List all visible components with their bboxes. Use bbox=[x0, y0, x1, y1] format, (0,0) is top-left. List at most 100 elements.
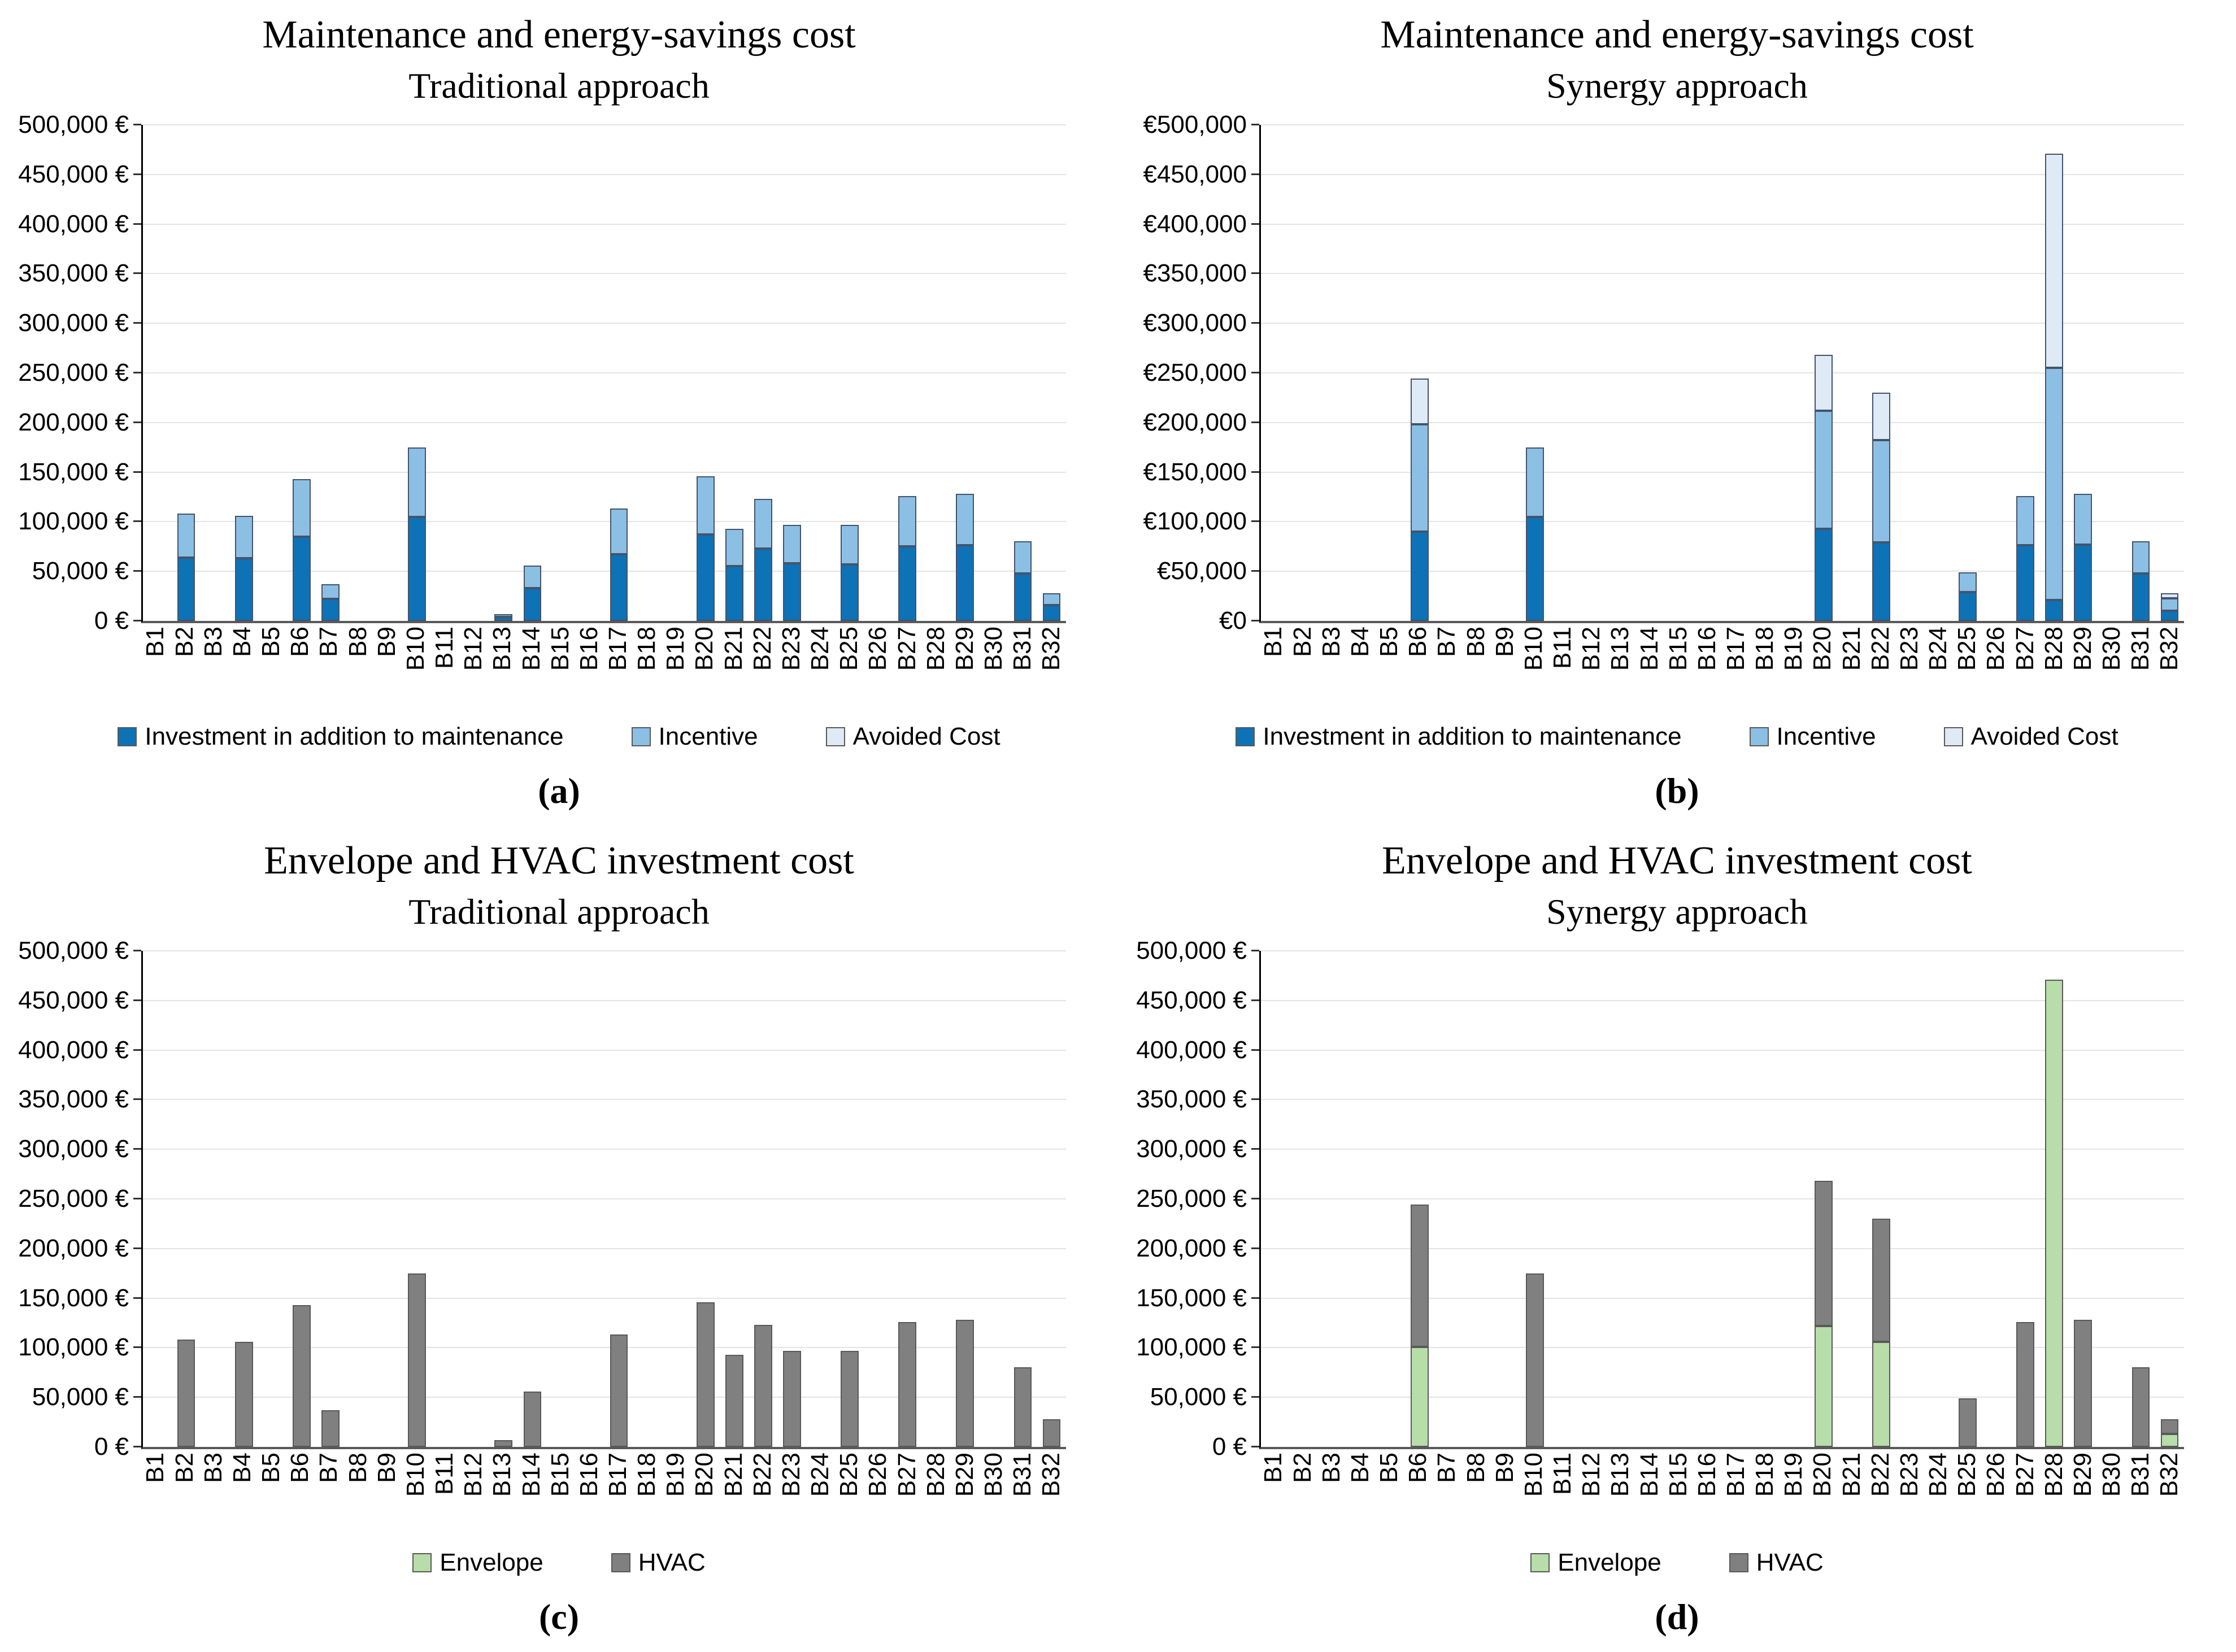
gridline bbox=[143, 372, 1066, 373]
x-axis-label: B9 bbox=[372, 1452, 401, 1483]
y-axis-tick bbox=[1251, 520, 1259, 523]
x-axis-label-cell: B12 bbox=[459, 627, 488, 712]
bar-B32 bbox=[1042, 951, 1061, 1447]
gridline bbox=[1261, 1149, 2184, 1150]
x-axis-tick-labels: B1 B2 B3 B4 B5 B6 B7 B8 B9 B10 B11 B12 B13 B14 B15 B16 B… bbox=[141, 1453, 1066, 1538]
x-axis-label-cell: B17 bbox=[604, 627, 633, 712]
y-axis-label: 450,000 € bbox=[1136, 986, 1247, 1014]
bar-segment-incentive bbox=[956, 494, 975, 546]
bar-segment-investment-in-addition-to-maintenance bbox=[321, 599, 340, 621]
x-axis-label: B23 bbox=[777, 1452, 805, 1497]
x-axis-label: B8 bbox=[1461, 626, 1490, 657]
bar-segment-investment-in-addition-to-maintenance bbox=[494, 616, 513, 621]
x-axis-label: B29 bbox=[950, 626, 978, 671]
x-axis-label-cell: B13 bbox=[488, 1453, 517, 1538]
bar-segment-hvac bbox=[494, 1440, 513, 1447]
bar-B25 bbox=[1959, 125, 1977, 621]
x-axis-label: B20 bbox=[1808, 626, 1837, 671]
bar-B10 bbox=[1526, 951, 1544, 1447]
x-axis-label: B22 bbox=[748, 626, 776, 671]
y-axis-tick bbox=[1251, 1197, 1259, 1199]
legend-swatch bbox=[1729, 1553, 1748, 1572]
x-axis-label-cell: B26 bbox=[864, 1453, 893, 1538]
gridline bbox=[143, 1347, 1066, 1349]
bar-segment-hvac bbox=[234, 1341, 253, 1447]
bar-B10 bbox=[408, 951, 426, 1447]
legend-label: Envelope bbox=[1558, 1548, 1661, 1576]
bar-B6 bbox=[1411, 125, 1429, 621]
x-axis-label: B31 bbox=[2126, 626, 2155, 671]
x-axis-label: B5 bbox=[257, 626, 285, 657]
x-axis-label: B25 bbox=[1953, 1452, 1981, 1497]
x-axis-label: B2 bbox=[1288, 626, 1316, 657]
x-axis-label: B9 bbox=[1490, 626, 1519, 657]
bar-B27 bbox=[2016, 125, 2034, 621]
gridline bbox=[143, 1049, 1066, 1051]
panel-subtitle: Traditional approach bbox=[408, 891, 710, 932]
gridline bbox=[143, 1149, 1066, 1150]
y-axis-label: 0 € bbox=[1212, 1432, 1247, 1460]
x-axis-label-cell: B13 bbox=[1606, 1453, 1635, 1538]
bar-segment-incentive bbox=[494, 614, 513, 617]
x-axis-label: B29 bbox=[2068, 1452, 2096, 1497]
bar-segment-avoided-cost bbox=[2045, 153, 2064, 368]
y-axis-tick bbox=[133, 520, 141, 523]
x-axis-label-cell: B6 bbox=[286, 627, 315, 712]
x-axis-label-cell: B18 bbox=[633, 627, 662, 712]
bar-segment-hvac bbox=[523, 1391, 542, 1447]
x-axis-label: B13 bbox=[488, 626, 516, 671]
x-axis-label-cell: B31 bbox=[1008, 1453, 1037, 1538]
panel-caption: (a) bbox=[538, 770, 580, 811]
x-axis-label: B21 bbox=[1837, 626, 1865, 671]
y-axis-label: 400,000 € bbox=[18, 210, 129, 238]
x-axis-label-cell: B11 bbox=[1548, 1453, 1577, 1538]
bar-B6 bbox=[293, 125, 311, 621]
y-axis-tick bbox=[133, 1247, 141, 1249]
bar-segment-investment-in-addition-to-maintenance bbox=[177, 557, 195, 621]
panel-caption: (c) bbox=[538, 1596, 580, 1637]
bar-segment-hvac bbox=[841, 1350, 859, 1447]
plot-area bbox=[133, 949, 1066, 1449]
panel-a: Maintenance and energy-savings cost Tradi… bbox=[0, 0, 1118, 826]
x-axis-label: B10 bbox=[401, 1452, 429, 1497]
bar-B7 bbox=[321, 125, 340, 621]
x-axis-label: B17 bbox=[603, 1452, 632, 1497]
x-axis-label: B3 bbox=[1317, 626, 1345, 657]
x-axis-label-cell: B10 bbox=[1519, 627, 1548, 712]
bar-B25 bbox=[841, 125, 859, 621]
y-axis-tick bbox=[1251, 1346, 1259, 1349]
y-axis-tick bbox=[133, 1297, 141, 1299]
gridline bbox=[143, 571, 1066, 572]
y-axis-tick bbox=[133, 1346, 141, 1349]
x-axis-label-cell: B31 bbox=[2126, 627, 2155, 712]
bar-segment-hvac bbox=[321, 1410, 340, 1447]
x-axis-label: B4 bbox=[228, 626, 256, 657]
bar-segment-incentive bbox=[898, 495, 916, 547]
bar-segment-envelope bbox=[1872, 1341, 1890, 1447]
x-axis-label: B5 bbox=[257, 1452, 285, 1483]
x-axis-label: B25 bbox=[1953, 626, 1981, 671]
gridline bbox=[1261, 521, 2184, 523]
y-axis-tick bbox=[1251, 570, 1259, 572]
x-axis-label-cell: B11 bbox=[430, 627, 459, 712]
x-axis-label: B20 bbox=[690, 626, 719, 671]
x-axis-label-cell: B6 bbox=[286, 1453, 315, 1538]
x-axis-label: B19 bbox=[662, 626, 690, 671]
x-axis-label-cell: B15 bbox=[546, 627, 575, 712]
gridline bbox=[1261, 571, 2184, 572]
bar-segment-incentive bbox=[234, 515, 253, 559]
y-axis-label: €400,000 bbox=[1143, 210, 1247, 238]
x-axis-label: B18 bbox=[633, 626, 661, 671]
gridline bbox=[1261, 1049, 2184, 1051]
bar-segment-investment-in-addition-to-maintenance bbox=[293, 536, 311, 621]
bar-B27 bbox=[898, 951, 916, 1447]
y-axis-tick bbox=[133, 1445, 141, 1447]
x-axis-label: B2 bbox=[1288, 1452, 1316, 1483]
x-axis-label: B19 bbox=[662, 1452, 690, 1497]
bar-segment-incentive bbox=[293, 479, 311, 537]
x-axis-label: B31 bbox=[1008, 626, 1037, 671]
legend-item: HVAC bbox=[1729, 1549, 1824, 1577]
legend-swatch bbox=[1749, 727, 1769, 746]
bar-segment-hvac bbox=[1411, 1205, 1429, 1347]
bar-segment-investment-in-addition-to-maintenance bbox=[1013, 573, 1032, 621]
